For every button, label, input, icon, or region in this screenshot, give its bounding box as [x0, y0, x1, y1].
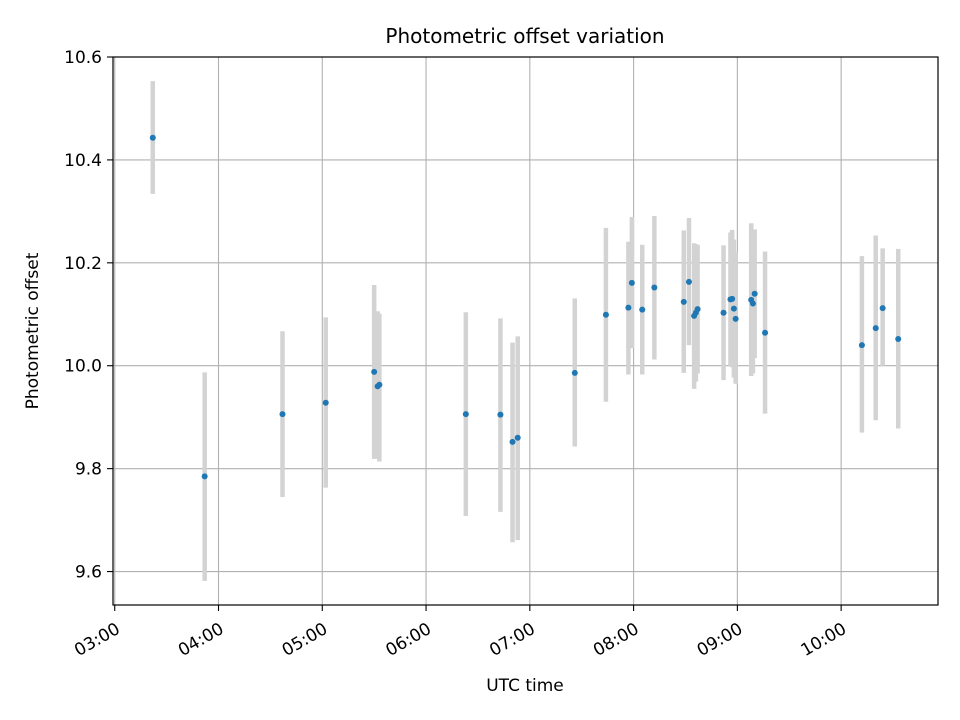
data-point: [872, 325, 879, 332]
data-point: [751, 290, 758, 297]
chart-title: Photometric offset variation: [385, 24, 664, 48]
data-point: [201, 473, 208, 480]
data-point: [462, 411, 469, 418]
data-point: [639, 306, 646, 313]
data-point: [685, 278, 692, 285]
data-point: [680, 298, 687, 305]
y-tick-label: 10.4: [64, 151, 102, 171]
y-tick-label: 10.2: [64, 254, 102, 274]
data-point: [149, 134, 156, 141]
y-axis-label: Photometric offset: [23, 252, 43, 409]
data-point: [509, 438, 516, 445]
data-point: [730, 305, 737, 312]
data-point: [571, 369, 578, 376]
data-point: [514, 434, 521, 441]
data-point: [497, 411, 504, 418]
data-points: [149, 134, 902, 480]
data-point: [371, 368, 378, 375]
data-point: [879, 305, 886, 312]
data-point: [749, 300, 756, 307]
y-tick-label: 10.0: [64, 357, 102, 377]
data-point: [732, 315, 739, 322]
data-point: [694, 306, 701, 313]
data-point: [651, 284, 658, 291]
data-point: [720, 309, 727, 316]
data-point: [762, 329, 769, 336]
data-point: [625, 304, 632, 311]
data-point: [322, 399, 329, 406]
y-tick-label: 9.8: [75, 460, 102, 480]
x-axis-label: UTC time: [486, 676, 564, 696]
data-point: [602, 311, 609, 318]
data-point: [376, 381, 383, 388]
y-axis-ticks: 9.6 9.8 10.0 10.2 10.4 10.6: [64, 48, 113, 583]
data-point: [279, 411, 286, 418]
data-point: [628, 279, 635, 286]
data-point: [858, 342, 865, 349]
y-tick-label: 9.6: [75, 563, 102, 583]
data-point: [895, 335, 902, 342]
data-point: [729, 295, 736, 302]
y-tick-label: 10.6: [64, 48, 102, 68]
plot-area-frame: [112, 56, 939, 606]
